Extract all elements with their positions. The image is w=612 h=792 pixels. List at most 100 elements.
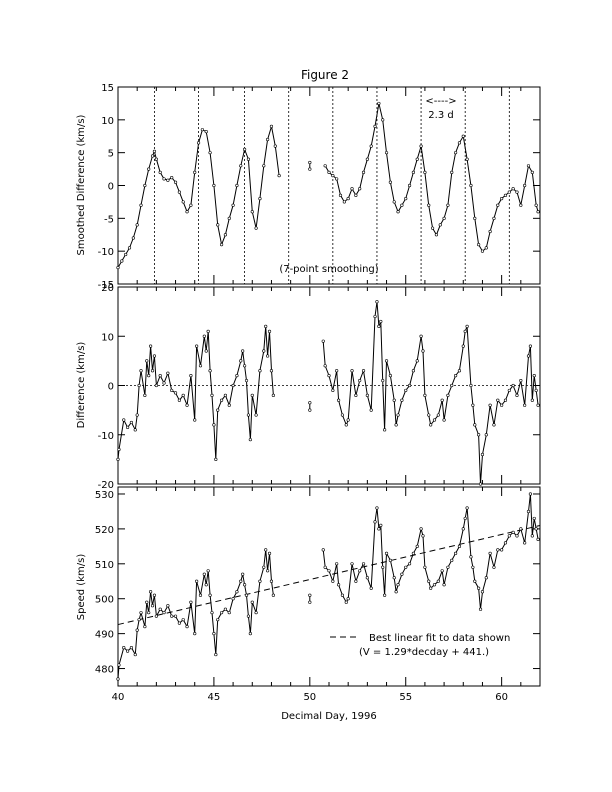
data-point <box>381 118 385 122</box>
data-point <box>442 216 446 220</box>
data-point <box>162 177 166 181</box>
data-point <box>526 164 531 168</box>
data-point <box>473 423 477 427</box>
data-point <box>173 180 178 184</box>
data-point <box>258 369 262 373</box>
data-point <box>308 160 312 165</box>
data-point <box>135 413 139 417</box>
data-point <box>241 349 245 353</box>
data-point <box>152 149 157 153</box>
data-point <box>442 418 446 422</box>
data-point <box>392 576 396 580</box>
data-point <box>346 597 350 601</box>
data-point <box>150 369 155 373</box>
data-point <box>400 572 404 576</box>
data-point <box>239 359 243 363</box>
data-point <box>327 170 331 174</box>
data-point <box>528 344 533 348</box>
data-point <box>411 551 416 555</box>
data-point <box>223 393 228 397</box>
data-point <box>116 265 120 270</box>
data-point <box>189 600 193 604</box>
data-point <box>125 649 130 653</box>
data-point <box>335 177 339 181</box>
data-point <box>173 614 178 618</box>
data-point <box>421 349 425 353</box>
data-point <box>519 527 523 531</box>
series-line <box>117 126 280 268</box>
y-tick-label: -15 <box>98 280 114 291</box>
data-point <box>396 210 400 214</box>
data-point <box>492 565 496 569</box>
data-point <box>145 600 149 604</box>
panel-1-frame <box>117 86 541 285</box>
data-point <box>488 551 492 555</box>
data-point <box>488 403 492 407</box>
data-point <box>143 183 147 188</box>
data-point <box>477 243 481 247</box>
data-point <box>166 604 170 608</box>
data-point <box>465 157 469 161</box>
data-point <box>530 170 534 174</box>
data-point <box>384 359 389 363</box>
data-point <box>170 388 174 393</box>
data-point <box>400 203 404 207</box>
data-point <box>248 632 252 636</box>
data-point <box>346 418 350 422</box>
data-point <box>335 562 339 566</box>
data-point <box>419 527 423 531</box>
data-point <box>158 607 162 611</box>
x-tick-label: 45 <box>208 692 221 703</box>
data-point <box>503 193 508 197</box>
data-point <box>166 371 170 375</box>
data-point <box>208 369 212 373</box>
data-point <box>266 354 270 358</box>
data-point <box>248 438 252 442</box>
data-point <box>381 378 385 383</box>
data-point <box>331 579 335 583</box>
data-point <box>423 393 427 397</box>
data-point <box>231 383 235 388</box>
data-point <box>346 197 350 201</box>
data-point <box>212 423 216 427</box>
data-point <box>377 527 381 531</box>
data-point <box>434 233 439 237</box>
data-point <box>471 403 475 407</box>
data-point <box>116 677 120 681</box>
data-point <box>331 388 335 393</box>
data-point <box>150 154 155 158</box>
data-point <box>150 604 155 608</box>
data-point <box>262 164 266 168</box>
data-point <box>323 565 327 569</box>
data-point <box>254 611 258 615</box>
data-point <box>243 147 247 151</box>
data-point <box>231 597 235 601</box>
y-tick-label: 520 <box>95 525 114 536</box>
y-tick-label: 15 <box>101 83 114 94</box>
data-point <box>254 413 258 417</box>
data-point <box>241 572 245 576</box>
data-point <box>407 383 412 388</box>
data-point <box>396 413 400 417</box>
data-point <box>450 383 454 388</box>
smoothing-annotation: (7-point smoothing) <box>279 264 378 275</box>
data-point <box>423 565 427 569</box>
data-point <box>147 374 151 378</box>
data-point <box>139 369 143 373</box>
data-point <box>394 590 398 594</box>
data-point <box>523 541 527 545</box>
data-point <box>350 369 354 373</box>
data-point <box>461 527 465 531</box>
data-point <box>358 378 362 383</box>
figure-title: Figure 2 <box>301 68 349 82</box>
data-point <box>454 374 458 378</box>
data-point <box>152 354 157 358</box>
data-point <box>208 151 212 155</box>
data-point <box>235 590 239 594</box>
data-point <box>195 579 199 583</box>
data-point <box>473 216 477 220</box>
data-point <box>212 632 216 636</box>
data-point <box>127 246 132 250</box>
data-point <box>223 607 228 611</box>
